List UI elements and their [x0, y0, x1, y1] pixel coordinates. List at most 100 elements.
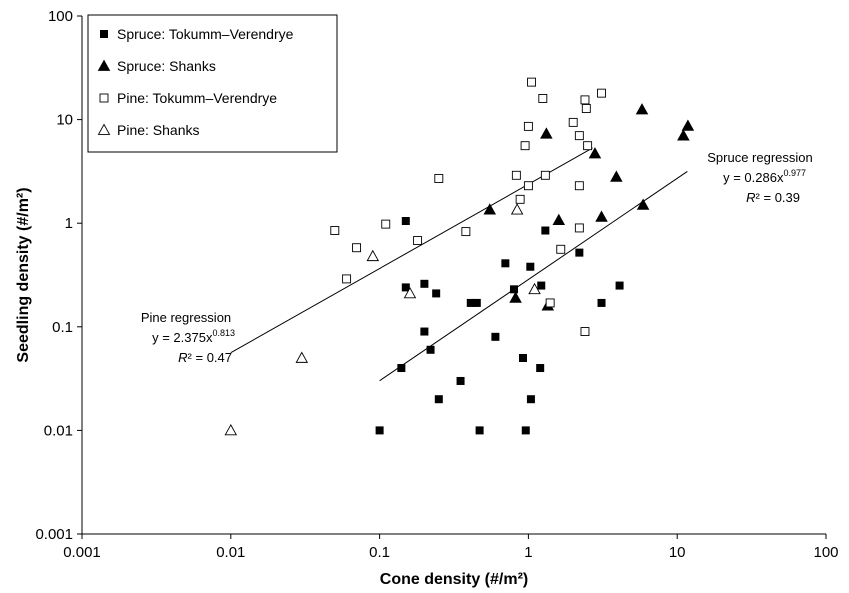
series-2: [330, 77, 606, 336]
legend-entry: Spruce: Tokumm–Verendrye: [117, 26, 294, 42]
data-point: [352, 243, 362, 253]
legend-entry: Pine: Tokumm–Verendrye: [117, 90, 277, 106]
data-point: [523, 181, 533, 191]
spruce-regression-r2: R² = 0.39: [746, 190, 800, 205]
pine-equation-prefix: y = 2.375x: [152, 330, 213, 345]
data-point: [581, 104, 591, 113]
legend-marker: [100, 30, 108, 38]
data-point: [515, 194, 525, 204]
pine-equation-exponent: 0.813: [212, 328, 235, 338]
data-point: [366, 249, 380, 262]
data-point: [597, 298, 606, 307]
y-tick-label: 100: [48, 8, 73, 25]
x-tick-label: 0.01: [216, 544, 245, 561]
pine-regression-title: Pine regression: [141, 310, 231, 325]
data-point: [595, 210, 608, 222]
plot-frame: [81, 16, 826, 535]
data-point: [491, 332, 500, 341]
data-point: [527, 77, 537, 87]
data-point: [475, 426, 484, 435]
legend-entry: Spruce: Shanks: [117, 58, 216, 74]
data-point: [583, 141, 593, 151]
data-point: [295, 351, 309, 363]
y-tick-label: 0.01: [44, 422, 73, 439]
x-tick-label: 0.1: [369, 544, 390, 561]
data-point: [509, 285, 518, 294]
y-tick-label: 0.1: [52, 319, 73, 336]
data-point: [568, 117, 578, 127]
spruce-regression-annotation: Spruce regression y = 0.286x0.977 R² = 0…: [707, 150, 813, 205]
spruce-regression-equation: y = 0.286x0.977: [723, 168, 806, 185]
data-point: [521, 426, 530, 435]
data-point: [677, 129, 690, 141]
data-point: [434, 174, 444, 183]
x-axis-title: Cone density (#/m²): [380, 571, 528, 588]
data-point: [381, 219, 391, 229]
data-point: [681, 119, 695, 131]
data-point: [635, 103, 649, 115]
data-point: [461, 227, 471, 237]
series-0: [375, 217, 624, 435]
spruce-regression-title: Spruce regression: [707, 150, 813, 165]
data-point: [541, 226, 550, 235]
x-tick-label: 0.001: [63, 544, 101, 561]
spruce-equation-prefix: y = 0.286x: [723, 170, 784, 185]
data-point: [610, 170, 623, 182]
legend-entry: Pine: Shanks: [117, 122, 200, 138]
data-point: [537, 281, 546, 290]
data-point: [224, 423, 238, 436]
regression-lines: [230, 147, 688, 382]
spruce-equation-exponent: 0.977: [783, 168, 806, 178]
data-point: [330, 226, 340, 235]
x-tick-label: 10: [669, 544, 686, 561]
data-point: [456, 376, 465, 385]
data-point: [342, 274, 352, 284]
data-point: [501, 259, 510, 268]
data-point: [574, 131, 584, 141]
data-point: [636, 198, 650, 210]
data-point: [420, 327, 429, 336]
x-tick-label: 1: [524, 544, 532, 561]
data-point: [403, 286, 417, 299]
data-point: [426, 345, 435, 354]
data-point: [574, 223, 584, 233]
data-point: [556, 244, 566, 254]
data-point: [472, 298, 481, 307]
legend-marker: [99, 93, 109, 103]
data-point: [466, 298, 475, 307]
data-point: [538, 94, 548, 103]
pine-regression-r2: R² = 0.47: [178, 350, 232, 365]
data-point: [526, 395, 535, 404]
y-tick-label: 1: [65, 215, 73, 232]
data-point: [420, 279, 429, 288]
axis-ticks: 0.001 0.01 0.1 1 10 100 0.001 0.01 0.1 1 10 100: [35, 8, 838, 561]
y-axis-title: Seedling density (#/m²): [15, 187, 32, 362]
data-point: [545, 298, 555, 308]
data-points: [224, 77, 695, 436]
legend-box: [87, 14, 338, 153]
regression-annotations: Pine regression y = 2.375x0.813 R² = 0.4…: [141, 150, 813, 365]
data-point: [509, 291, 522, 303]
data-point: [401, 217, 410, 226]
data-point: [413, 236, 423, 246]
data-point: [528, 282, 541, 295]
data-point: [536, 364, 545, 373]
data-point: [432, 289, 441, 298]
series-3: [224, 203, 541, 436]
pine-regression-annotation: Pine regression y = 2.375x0.813 R² = 0.4…: [141, 310, 235, 365]
data-point: [483, 203, 497, 215]
data-point: [552, 213, 566, 226]
data-point: [588, 147, 602, 159]
data-point: [580, 327, 590, 336]
data-point: [575, 248, 584, 257]
data-point: [526, 262, 535, 271]
data-point: [597, 88, 606, 98]
data-point: [580, 95, 590, 105]
data-point: [511, 170, 521, 180]
data-point: [574, 181, 584, 191]
pine-regression-equation: y = 2.375x0.813: [152, 328, 235, 345]
data-point: [401, 283, 410, 292]
data-point: [434, 395, 443, 404]
legend: Spruce: Tokumm–Verendrye Spruce: Shanks Pi…: [87, 14, 338, 153]
